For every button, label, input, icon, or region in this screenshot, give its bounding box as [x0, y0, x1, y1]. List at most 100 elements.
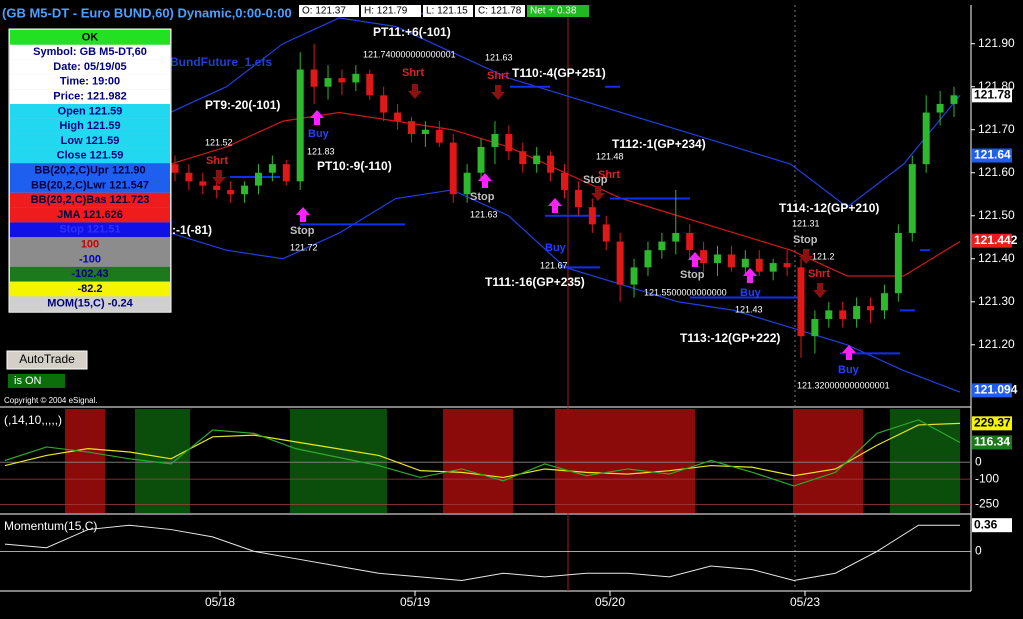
y-tick-label: -250 — [975, 497, 999, 511]
candle-body — [435, 129, 443, 143]
quote-bar: O: 121.37 H: 121.79 L: 121.15 C: 121.78 — [299, 5, 525, 17]
panel-row — [10, 118, 170, 134]
panel-row — [10, 252, 170, 267]
candle-body — [644, 250, 652, 268]
annotation: T111:-16(GP+235) — [485, 275, 585, 289]
annotation: PT10:-9(-110) — [317, 159, 392, 173]
candle-body — [338, 78, 346, 83]
price-badge-label: 0.36 — [974, 517, 998, 531]
candle-body — [505, 134, 513, 152]
copyright: Copyright © 2004 eSignal. — [4, 396, 98, 405]
candle-body — [324, 78, 332, 87]
panel-row-label: JMA 121.626 — [57, 209, 123, 221]
annotation: 121.2 — [812, 251, 835, 261]
panel-row-label: -102.43 — [71, 268, 108, 280]
panel-row — [10, 178, 170, 193]
y-tick-label: 121.70 — [978, 122, 1015, 136]
band-line — [169, 17, 961, 208]
panel-row-label: BB(20,2,C)Lwr 121.547 — [31, 179, 149, 191]
signal-region — [890, 409, 960, 513]
signal-region — [793, 409, 863, 513]
annotation: 121.740000000000001 — [363, 49, 456, 59]
candle-body — [602, 224, 610, 242]
info-panel: OK Symbol: GB M5-DT,60 Date: 05/19/05 Time:… — [8, 28, 172, 313]
candle-body — [533, 155, 541, 165]
candle-body — [936, 103, 944, 113]
panel-row-label: Low 121.59 — [61, 135, 120, 147]
candle-body — [213, 185, 221, 190]
candle-body — [686, 232, 694, 251]
quote-low: L: 121.15 — [426, 6, 468, 17]
candle-body — [310, 69, 318, 87]
candle-body — [811, 318, 819, 337]
annotation: T114:-12(GP+210) — [779, 201, 879, 215]
candle-body — [407, 121, 415, 135]
buy-arrow — [688, 252, 702, 267]
candle-body — [366, 73, 374, 96]
signal-region — [443, 409, 513, 513]
price-badge-label: 116.34 — [974, 435, 1010, 449]
candle-body — [797, 267, 805, 337]
annotation: Buy — [308, 128, 330, 140]
y-tick-label: 121.20 — [978, 337, 1015, 351]
momentum-label: Momentum(15,C) — [4, 519, 97, 533]
price-badge-label: 121.442 — [974, 233, 1018, 247]
price-badge-label: 121.64 — [974, 148, 1011, 162]
y-tick-label: 121.40 — [978, 251, 1015, 265]
candle-body — [616, 241, 624, 285]
price-badge — [972, 88, 1012, 103]
candle-body — [574, 189, 582, 208]
x-tick-label: 05/18 — [205, 595, 235, 609]
status-label: is ON — [14, 375, 42, 387]
quote-box — [299, 5, 359, 17]
panel-row — [10, 148, 170, 164]
annotation: Stop — [793, 234, 818, 246]
annotation: Shrt — [487, 70, 509, 82]
annotation: 121.52 — [205, 137, 233, 147]
candle-body — [658, 241, 666, 251]
buy-arrow — [743, 268, 757, 283]
y-tick-label: 121.30 — [978, 294, 1015, 308]
annotation: 121.63 — [470, 209, 498, 219]
indicator-label: (,14,10,,,,,) — [4, 413, 62, 427]
annotation: T113:-12(GP+222) — [680, 331, 780, 345]
price-badge — [972, 148, 1012, 163]
panel-row-label: High 121.59 — [59, 120, 120, 132]
annotation: Buy — [838, 364, 860, 376]
backgrounds — [65, 409, 960, 513]
autotrade-button[interactable] — [6, 350, 88, 370]
plots: 121.90121.80121.70121.60121.50121.40121.… — [0, 12, 1018, 609]
panel-row-label: -100 — [79, 253, 101, 265]
candle-body — [227, 189, 235, 195]
candle-body — [588, 207, 596, 225]
candle-body — [755, 258, 763, 272]
buy-arrow — [310, 110, 324, 125]
candle-body — [268, 164, 276, 173]
candle-body — [185, 172, 193, 182]
panel-row — [10, 266, 170, 282]
panel-row — [10, 192, 170, 208]
annotation: Shrt — [402, 67, 424, 79]
candle-body — [561, 172, 568, 190]
autotrade-label[interactable]: AutoTrade — [19, 352, 75, 366]
panel-row — [10, 222, 170, 238]
annotation: 121.31 — [792, 218, 820, 228]
quote-box — [475, 5, 525, 17]
annotation: Stop — [470, 191, 495, 203]
annotation: Buy — [545, 242, 567, 254]
annotation: T112:-1(GP+234) — [612, 137, 706, 151]
y-tick-label: -100 — [975, 471, 999, 485]
candle-body — [894, 232, 902, 294]
momentum-line — [4, 524, 960, 582]
candle-body — [380, 95, 388, 113]
panel-row-label: Stop 121.51 — [59, 224, 120, 236]
candle-body — [700, 250, 708, 264]
candle-body — [714, 254, 722, 264]
annotation: :-1(-81) — [172, 223, 212, 237]
panel-row — [10, 163, 170, 178]
quote-high: H: 121.79 — [364, 6, 408, 17]
y-tick-label: 0 — [975, 454, 982, 468]
buy-arrow — [548, 198, 562, 213]
candle-body — [421, 129, 429, 135]
panel-row-label: Date: 05/19/05 — [53, 61, 126, 73]
